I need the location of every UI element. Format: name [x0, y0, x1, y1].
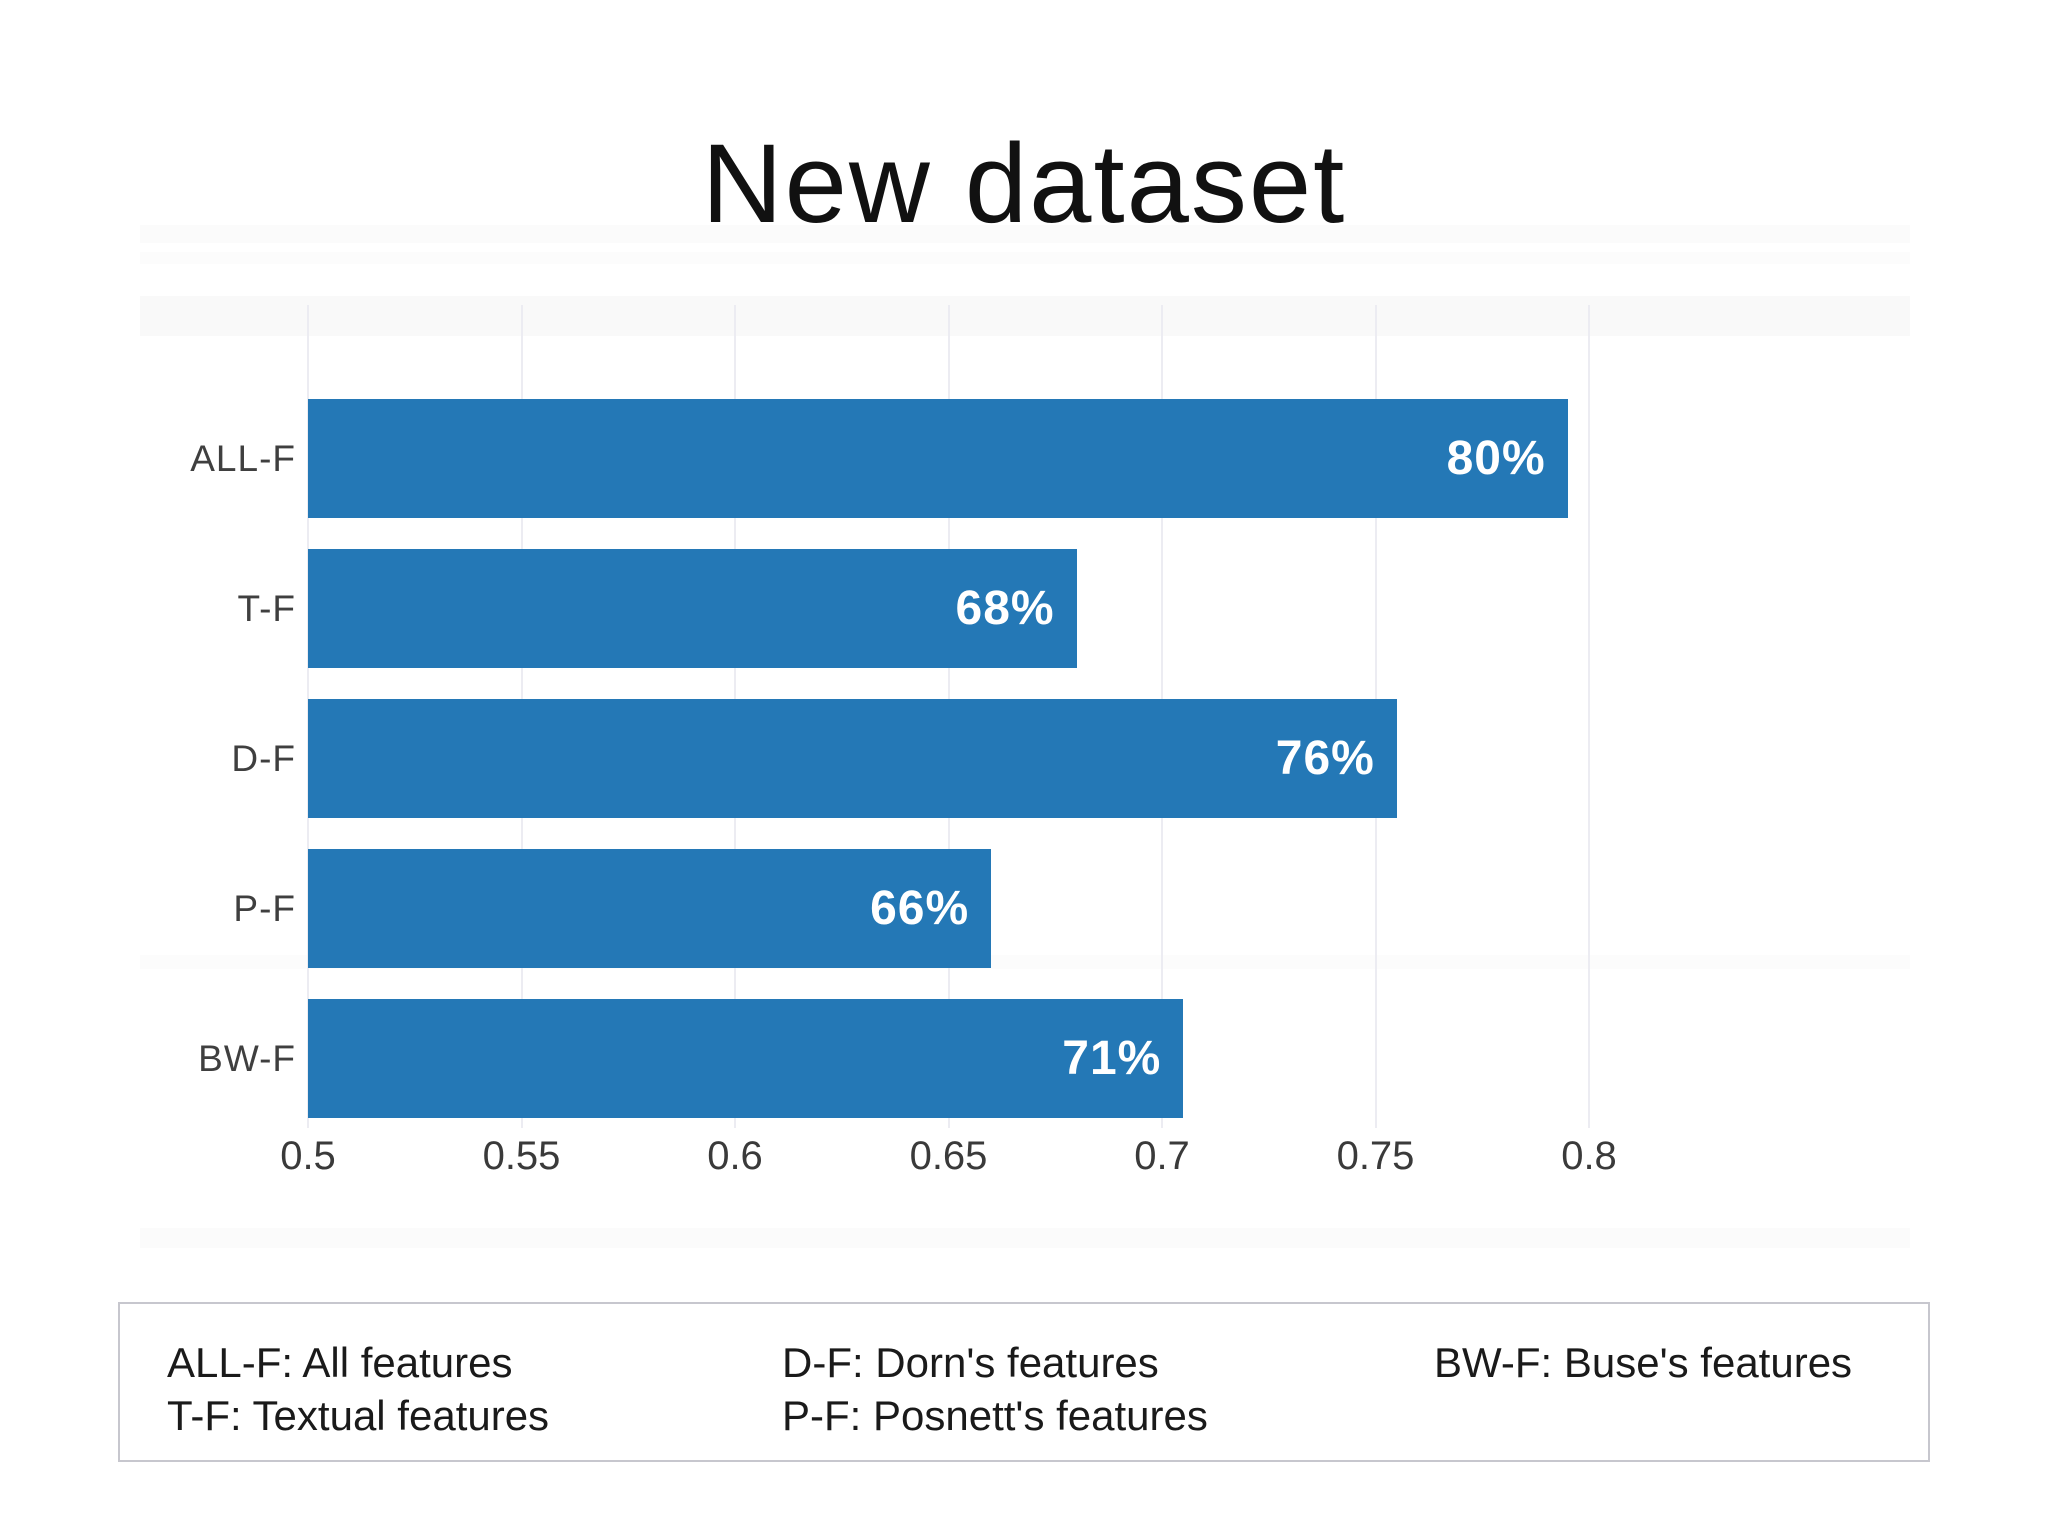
legend-entry: BW-F: Buse's features [1434, 1339, 1853, 1386]
y-axis-category-label: P-F [233, 887, 296, 929]
legend-column: BW-F: Buse's features [1434, 1336, 1852, 1389]
bar-bw-f: 71% [308, 999, 1184, 1118]
y-axis-category-label: T-F [237, 587, 296, 629]
x-axis-tick-label: 0.6 [707, 1134, 763, 1178]
bar-value-label: 66% [870, 882, 970, 935]
bar-value-label: 80% [1446, 432, 1546, 485]
background-artifact [140, 296, 1910, 336]
background-artifact [140, 252, 1910, 264]
bar-p-f: 66% [308, 849, 992, 968]
y-axis-category-label: BW-F [198, 1037, 296, 1079]
bar-d-f: 76% [308, 699, 1397, 818]
bar-value-label: 76% [1275, 732, 1375, 785]
legend-entry: T-F: Textual features [167, 1392, 550, 1439]
x-axis-tick-label: 0.7 [1134, 1134, 1190, 1178]
bar-value-label: 68% [955, 582, 1055, 635]
bar-t-f: 68% [308, 549, 1077, 668]
legend-entry: D-F: Dorn's features [782, 1339, 1159, 1386]
x-axis-tick-label: 0.75 [1336, 1134, 1415, 1178]
x-axis-tick-label: 0.55 [482, 1134, 561, 1178]
x-gridline [1588, 305, 1590, 1128]
bar-value-label: 71% [1062, 1032, 1162, 1085]
x-axis-tick-label: 0.5 [280, 1134, 336, 1178]
background-artifact [140, 1228, 1910, 1248]
x-axis-tick-label: 0.65 [909, 1134, 988, 1178]
legend-entry: ALL-F: All features [167, 1339, 513, 1386]
x-axis-tick-label: 0.8 [1561, 1134, 1617, 1178]
y-axis-category-label: D-F [231, 737, 296, 779]
legend-column: ALL-F: All features T-F: Textual features [167, 1336, 549, 1442]
chart-title: New dataset [701, 121, 1347, 246]
y-axis-category-label: ALL-F [190, 437, 296, 479]
legend-box: ALL-F: All features T-F: Textual features… [118, 1302, 1930, 1462]
legend-entry: P-F: Posnett's features [782, 1392, 1208, 1439]
legend-column: D-F: Dorn's features P-F: Posnett's featu… [782, 1336, 1208, 1442]
bar-all-f: 80% [308, 399, 1568, 518]
